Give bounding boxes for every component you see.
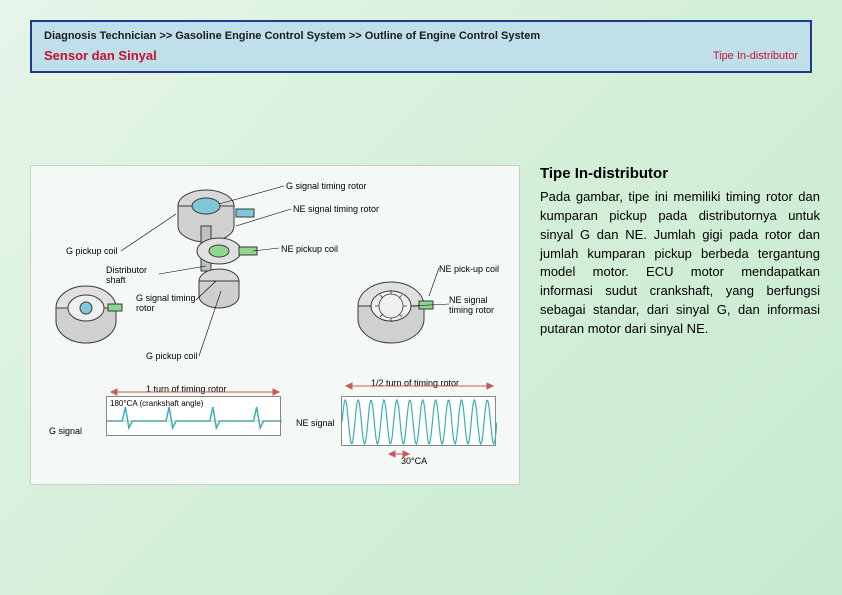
tipe-label: Tipe In-distributor [713, 50, 798, 62]
text-area: Tipe In-distributor Pada gambar, tipe in… [540, 165, 820, 339]
diagram-area: G signal timing rotor NE signal timing r… [30, 165, 520, 485]
breadcrumb: Diagnosis Technician >> Gasoline Engine … [44, 30, 798, 42]
content-title: Tipe In-distributor [540, 165, 820, 182]
sensor-title: Sensor dan Sinyal [44, 48, 157, 63]
leader-lines-svg [31, 166, 521, 486]
content-body: Pada gambar, tipe ini memiliki timing ro… [540, 188, 820, 339]
header-row2: Sensor dan Sinyal Tipe In-distributor [44, 48, 798, 63]
header-box: Diagnosis Technician >> Gasoline Engine … [30, 20, 812, 73]
